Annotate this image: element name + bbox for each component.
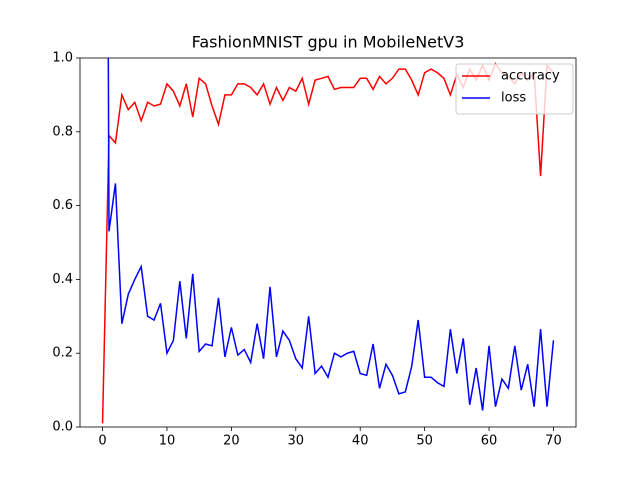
axes-frame — [79, 57, 577, 428]
x-tick-label: 40 — [352, 434, 369, 449]
x-tick-label: 10 — [159, 434, 176, 449]
plot-area — [101, 58, 555, 424]
x-tick-label: 50 — [416, 434, 433, 449]
y-tick-label: 1.0 — [52, 51, 73, 66]
x-tick-label: 20 — [223, 434, 240, 449]
x-tick-label: 70 — [545, 434, 562, 449]
y-tick-label: 0.2 — [52, 346, 73, 361]
y-tick-label: 0.6 — [52, 198, 73, 213]
legend-label: accuracy — [501, 69, 560, 84]
x-tick-label: 0 — [98, 434, 106, 449]
line-series — [101, 61, 555, 424]
x-tick-label: 30 — [288, 434, 305, 449]
chart-title: FashionMNIST gpu in MobileNetV3 — [192, 33, 465, 52]
y-tick-label: 0.8 — [52, 124, 73, 139]
y-tick-label: 0.0 — [52, 420, 73, 435]
legend-label: loss — [501, 91, 526, 106]
line-series — [107, 58, 555, 411]
x-tick-label: 60 — [481, 434, 498, 449]
y-tick-label: 0.4 — [52, 272, 73, 287]
